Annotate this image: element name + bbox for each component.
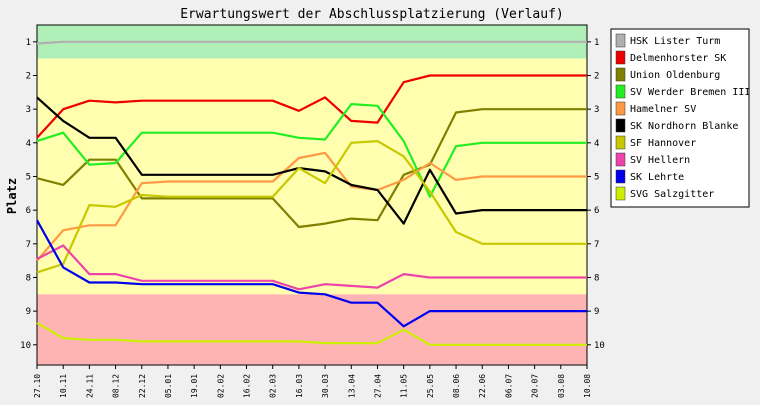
y-tick-label-right: 7 — [594, 240, 599, 250]
series-line-8 — [36, 219, 587, 328]
y-tick-label-left: 9 — [26, 307, 31, 317]
x-tick-label: 05.01 — [164, 374, 173, 398]
x-tick-label: 06.07 — [504, 374, 513, 398]
y-tick-label-right: 6 — [594, 206, 599, 216]
legend-swatch-4 — [615, 101, 626, 116]
y-tick-label-right: 4 — [594, 139, 599, 149]
series-line-0 — [36, 40, 587, 45]
y-tick-label-right: 3 — [594, 105, 599, 115]
legend-swatch-0 — [615, 33, 626, 48]
series-line-6 — [36, 140, 587, 274]
x-tick-label: 10.08 — [583, 374, 592, 398]
legend-label-9: SVG Salzgitter — [630, 189, 714, 200]
y-tick-label-left: 5 — [26, 172, 31, 182]
legend-swatch-6 — [615, 135, 626, 150]
x-ticks: 27.10 10.11 24.11 08.12 22.12 05.01 19.01 02.02… — [33, 365, 592, 398]
y-ticks-left: 1 2 3 4 5 6 7 8 9 10 — [20, 38, 37, 351]
x-tick-label: 16.02 — [243, 374, 252, 398]
plot-border — [36, 24, 588, 366]
y-tick-label-right: 8 — [594, 273, 599, 283]
y-tick-label-right: 1 — [594, 38, 599, 48]
x-tick-label: 13.04 — [347, 374, 356, 398]
legend-label-4: Hamelner SV — [630, 104, 696, 115]
x-tick-label: 02.02 — [216, 374, 225, 398]
x-tick-label: 20.07 — [531, 374, 540, 398]
plot-frame — [36, 24, 588, 366]
y-tick-label-right: 9 — [594, 307, 599, 317]
series-line-1 — [36, 74, 587, 139]
legend-label-2: Union Oldenburg — [630, 70, 720, 81]
y-axis-label: Platz — [5, 178, 19, 214]
legend-label-7: SV Hellern — [630, 155, 690, 166]
series-line-4 — [36, 151, 587, 262]
legend-label-8: SK Lehrte — [630, 172, 684, 183]
y-tick-label-left: 8 — [26, 273, 31, 283]
y-tick-label-left: 3 — [26, 105, 31, 115]
legend-label-0: HSK Lister Turm — [630, 36, 720, 47]
x-tick-label: 27.10 — [33, 374, 42, 398]
series-line-2 — [36, 108, 587, 229]
series-line-7 — [36, 244, 587, 291]
legend-label-3: SV Werder Bremen III — [630, 87, 750, 98]
x-tick-label: 24.11 — [85, 374, 94, 398]
legend: HSK Lister Turm Delmenhorster SK Union Old… — [610, 28, 750, 208]
series-line-3 — [36, 102, 587, 198]
x-tick-label: 11.05 — [400, 374, 409, 398]
x-tick-label: 25.05 — [426, 374, 435, 398]
x-tick-label: 10.11 — [59, 374, 68, 398]
x-tick-label: 19.01 — [190, 374, 199, 398]
x-tick-label: 16.03 — [295, 374, 304, 398]
x-tick-label: 27.04 — [373, 374, 382, 398]
y-tick-label-left: 10 — [20, 341, 31, 351]
series-lines — [36, 40, 587, 346]
legend-label-6: SF Hannover — [630, 138, 696, 149]
y-tick-label-right: 2 — [594, 71, 599, 81]
x-tick-label: 02.03 — [269, 374, 278, 398]
x-tick-label: 03.08 — [557, 374, 566, 398]
legend-swatch-3 — [615, 84, 626, 99]
y-tick-label-left: 1 — [26, 38, 31, 48]
legend-swatch-1 — [615, 50, 626, 65]
y-tick-label-right: 5 — [594, 172, 599, 182]
y-tick-label-right: 10 — [594, 341, 605, 351]
legend-box — [610, 28, 750, 208]
legend-label-1: Delmenhorster SK — [630, 53, 726, 64]
legend-swatch-5 — [615, 118, 626, 133]
x-tick-label: 08.06 — [452, 374, 461, 398]
legend-swatch-7 — [615, 152, 626, 167]
band-2 — [37, 294, 587, 365]
legend-label-5: SK Nordhorn Blanke — [630, 121, 738, 132]
y-tick-label-left: 7 — [26, 240, 31, 250]
x-tick-label: 22.12 — [138, 374, 147, 398]
legend-swatch-9 — [615, 186, 626, 201]
y-tick-label-left: 6 — [26, 206, 31, 216]
x-tick-label: 22.06 — [478, 374, 487, 398]
y-tick-label-left: 4 — [26, 139, 31, 149]
series-line-5 — [36, 96, 587, 225]
legend-swatch-2 — [615, 67, 626, 82]
x-tick-label: 30.03 — [321, 374, 330, 398]
x-tick-label: 08.12 — [112, 374, 121, 398]
chart-title: Erwartungswert der Abschlussplatzierung … — [180, 7, 564, 22]
series-line-9 — [36, 321, 587, 346]
legend-swatch-8 — [615, 169, 626, 184]
y-tick-label-left: 2 — [26, 71, 31, 81]
y-ticks-right: 1 2 3 4 5 6 7 8 9 10 — [587, 38, 605, 351]
